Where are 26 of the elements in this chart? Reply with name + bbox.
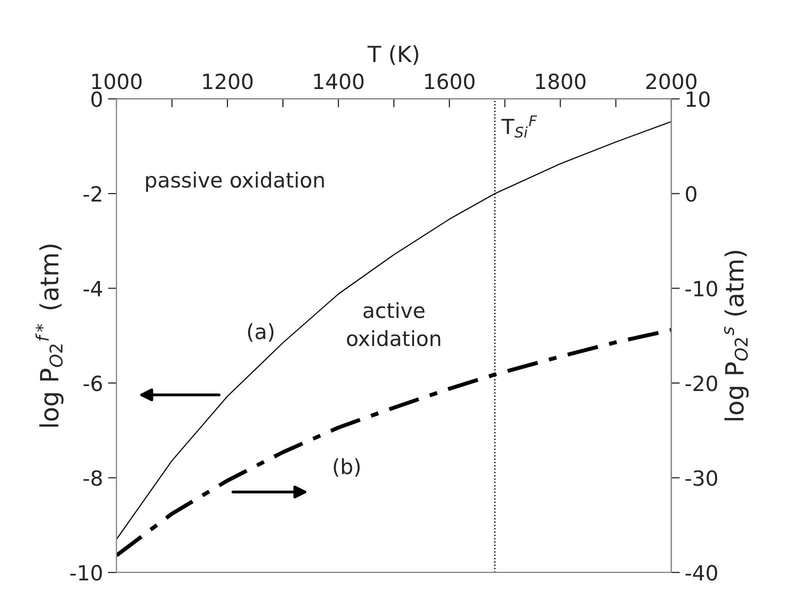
x-tick-label: 1800 (536, 74, 586, 90)
annotation: passive oxidation (146, 172, 324, 192)
y2-tick-label: -30 (686, 470, 718, 486)
y-tick-label: -10 (70, 564, 102, 581)
annotation: active oxidation (346, 302, 440, 346)
y2-tick-label: -20 (686, 375, 718, 392)
y-tick-label: -8 (84, 470, 102, 486)
y2-tick-label: -40 (686, 564, 718, 581)
annotation: (b) (334, 458, 360, 477)
x-axis-title: T (K) (368, 45, 418, 65)
annotation: (a) (248, 323, 274, 342)
ref-line-label: T$_{Si}$$^{F}$ (501, 115, 538, 138)
y2-tick-label: -10 (686, 280, 718, 297)
x-tick-label: 1200 (203, 74, 253, 90)
x-tick-label: 1000 (92, 74, 142, 90)
x-tick-label: 1600 (425, 74, 475, 90)
y2-tick-label: 10 (686, 91, 710, 108)
y-tick-label: -4 (84, 281, 102, 296)
x-tick-label: 2000 (646, 74, 696, 90)
y2-axis-title: log P$_{O2}$$^{s}$ (atm) (724, 250, 749, 420)
y-tick-label: 0 (91, 91, 102, 108)
y-tick-label: -6 (84, 375, 102, 392)
y-tick-label: -2 (84, 186, 102, 202)
y-axis-title: log P$_{O2}$$^{f*}$ (atm) (35, 244, 64, 427)
y2-tick-label: 0 (686, 186, 696, 202)
x-tick-label: 1400 (314, 74, 364, 90)
